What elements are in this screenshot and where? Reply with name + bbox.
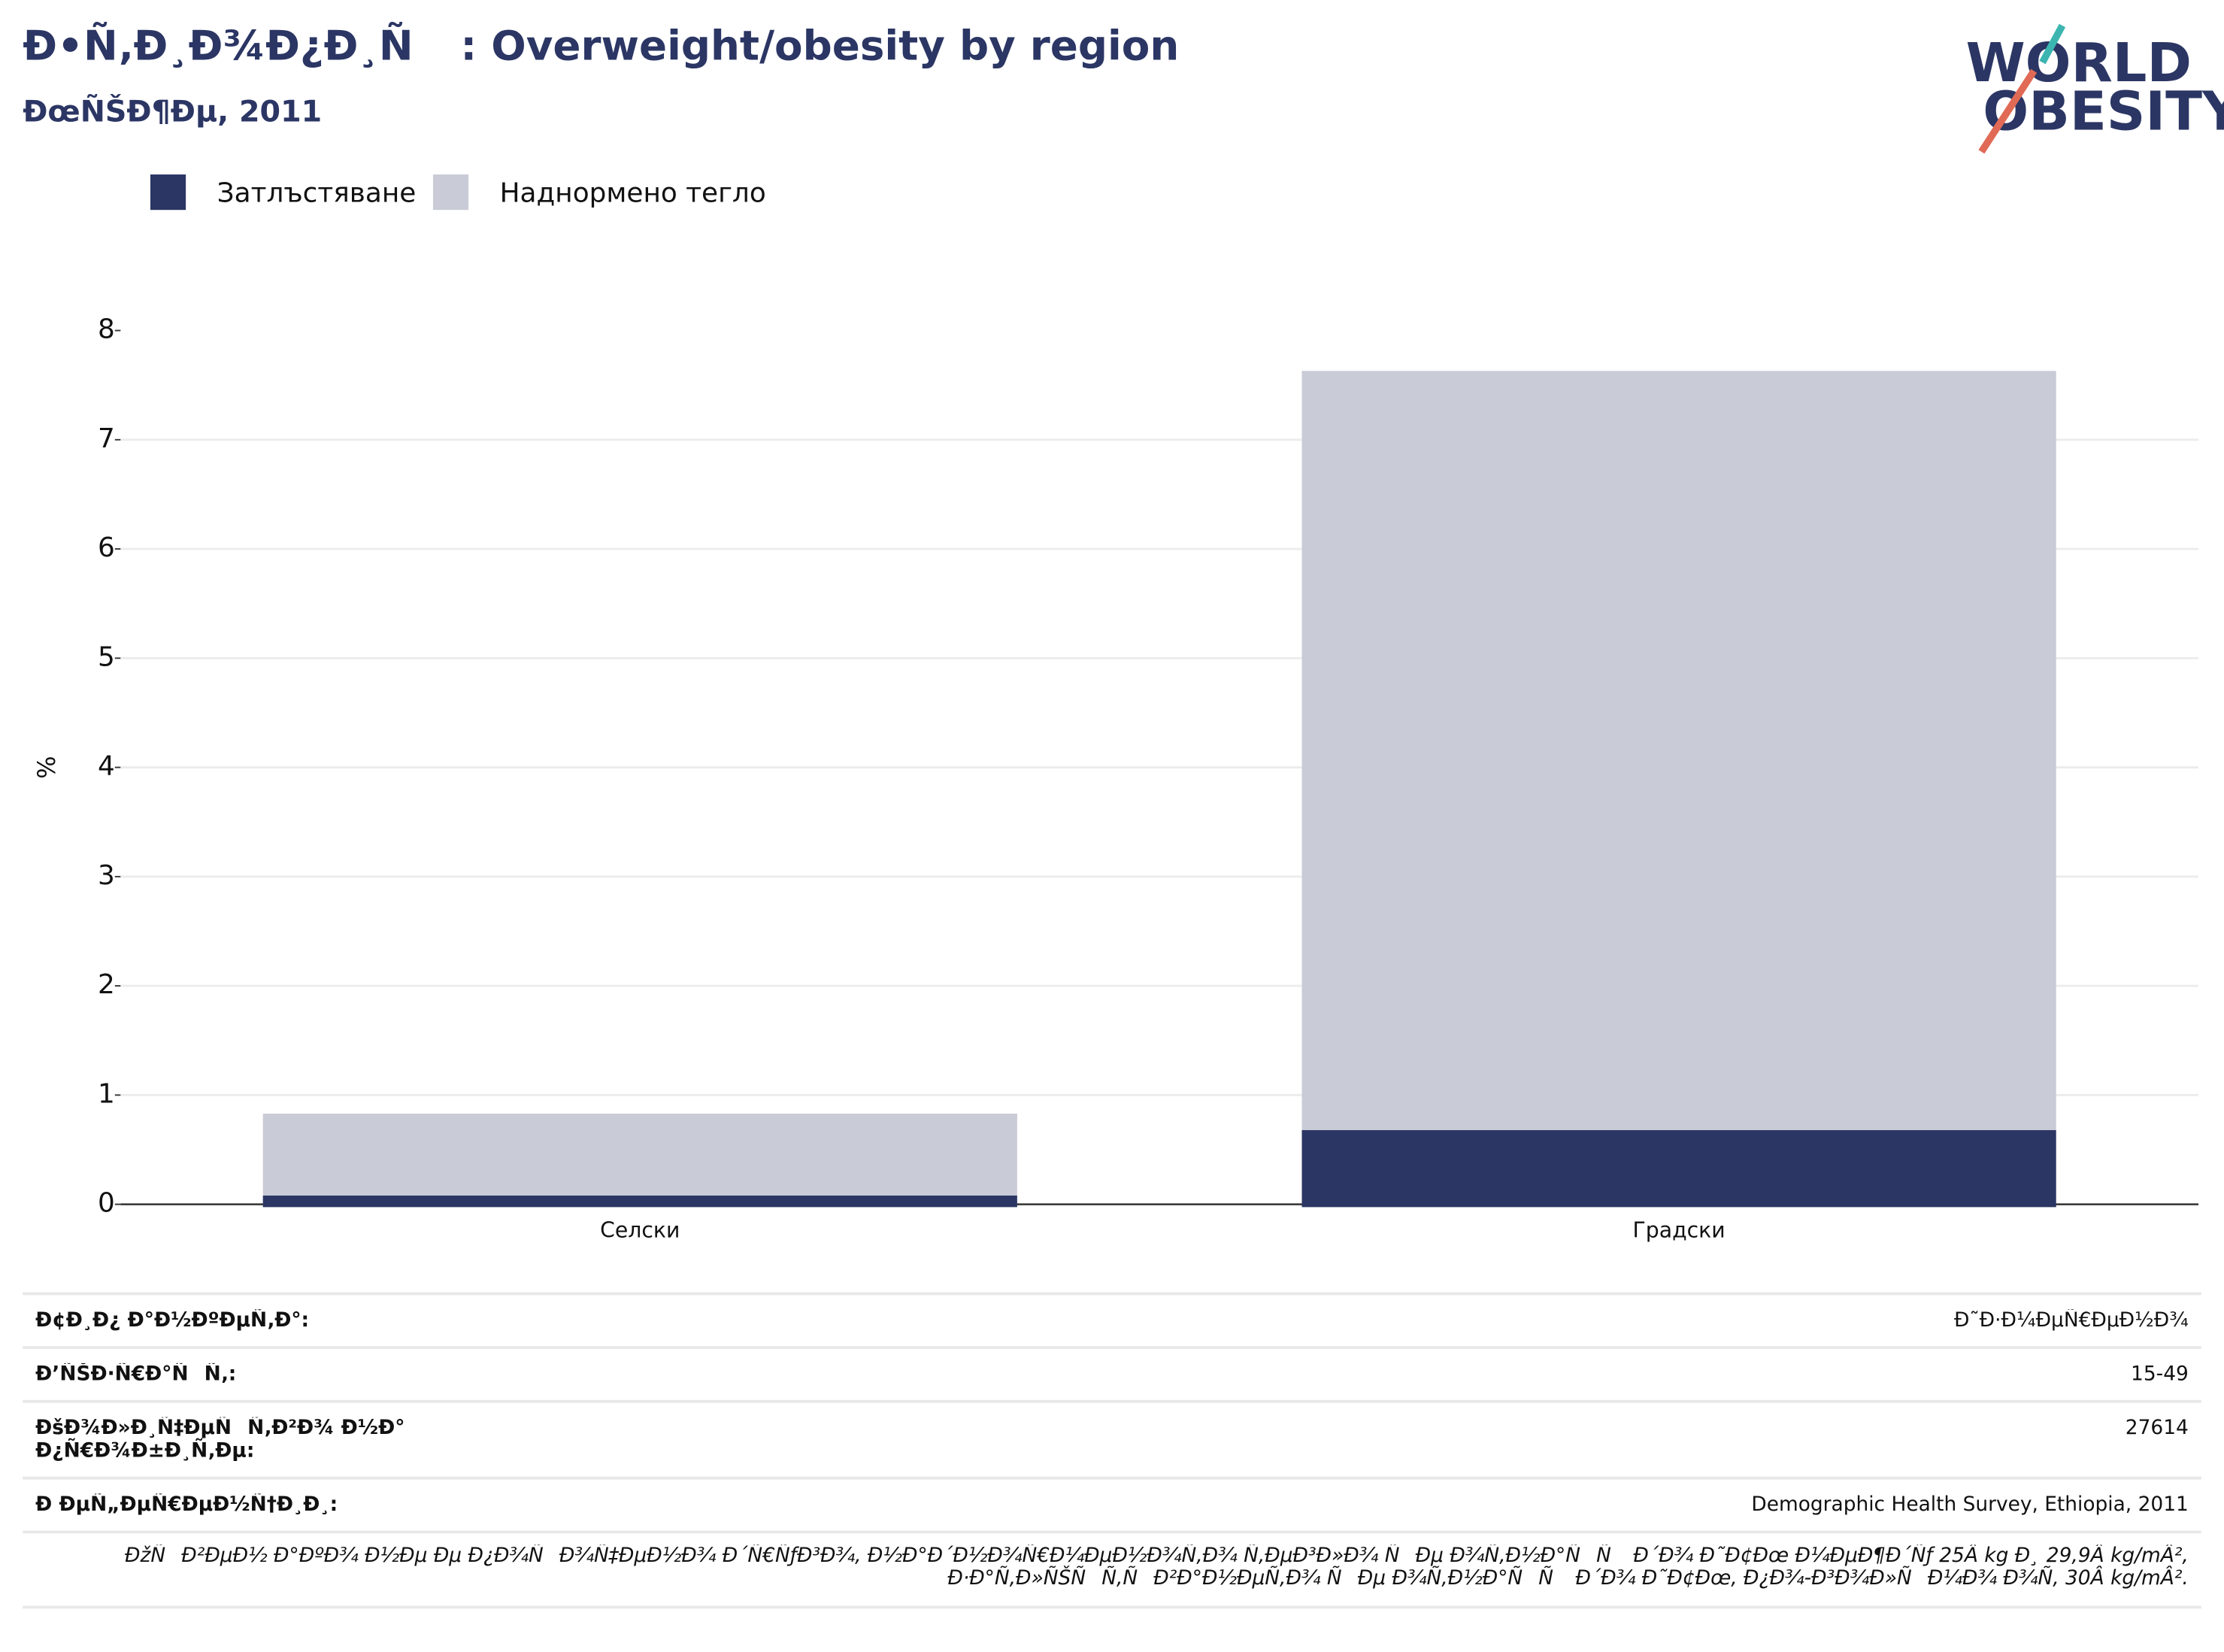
cell-box: Ð ÐµÑ„ÐµÑ€ÐµÐ½Ñ†Ð¸Ð¸: [35,1493,338,1517]
bar-segment [262,1195,1017,1208]
row-value: 15-49 [2131,1363,2189,1387]
row-label: Ð¢Ð¸Ð¿ Ð°Ð½ÐºÐµÑ‚Ð°: [35,1309,310,1332]
y-tick-label: 0 [98,1188,115,1219]
chart-subtitle: ÐœÑŠÐ¶Ðµ, 2011 [23,93,322,129]
row-label: Ð ÐµÑ„ÐµÑ€ÐµÐ½Ñ†Ð¸Ð¸: [35,1493,338,1517]
cell-box: Demographic Health Survey, Ethiopia, 201… [1751,1493,2189,1517]
x-tick-label: Градски [1633,1217,1726,1242]
row-value: 27614 [2125,1417,2189,1440]
legend-swatch [150,174,186,211]
cell-box: Ð¢Ð¸Ð¿ Ð°Ð½ÐºÐµÑ‚Ð°: [35,1309,310,1332]
bar-segment [1301,1129,2056,1208]
footnote: ÐžÑÐ²ÐµÐ½ Ð°ÐºÐ¾ Ð½Ðµ Ðµ Ð¿Ð¾ÑÐ¾Ñ‡ÐµÐ½… [125,1544,2189,1590]
y-tick-label: 8 [98,314,115,345]
row-value: Ð˜Ð·Ð¼ÐµÑ€ÐµÐ½Ð¾ [1953,1309,2189,1332]
logo-slash [2039,23,2066,65]
cell-box: Ð˜Ð·Ð¼ÐµÑ€ÐµÐ½Ð¾ [1953,1309,2189,1332]
legend-label: Затлъстяване [217,177,417,208]
bar-segment [262,1114,1017,1196]
y-tick-label: 6 [98,532,115,563]
y-tick-label: 4 [98,751,115,782]
y-tick-label: 2 [98,969,115,1000]
y-axis-label: % [32,756,61,778]
x-tick-label: Селски [600,1217,680,1242]
chart-title: Ð•Ñ‚Ð¸Ð¾Ð¿Ð¸Ñ : Overweight/obesity by r… [23,21,1179,69]
row-value: Demographic Health Survey, Ethiopia, 201… [1751,1493,2189,1517]
y-tick-label: 7 [98,423,115,454]
y-tick-label: 1 [98,1078,115,1109]
cell-box: 27614 [2125,1417,2189,1440]
logo-text: WORLD [1966,31,2192,94]
row-label: ÐšÐ¾Ð»Ð¸Ñ‡ÐµÑÑ‚Ð²Ð¾ Ð½Ð° Ð¿Ñ€Ð¾Ð±Ð¸Ñ‚Ðµ… [35,1417,405,1463]
cell-box: ÐžÑÐ²ÐµÐ½ Ð°ÐºÐ¾ Ð½Ðµ Ðµ Ð¿Ð¾ÑÐ¾Ñ‡ÐµÐ½… [125,1544,2189,1590]
y-tick-label: 3 [98,860,115,891]
logo-slash [1978,68,2038,154]
legend-label: Наднормено тегло [500,177,766,208]
y-tick-label: 5 [98,641,115,672]
cell-box: Ð’ÑŠÐ·Ñ€Ð°ÑÑ‚: [35,1363,237,1387]
legend-swatch [432,174,469,211]
cell-box: ÐšÐ¾Ð»Ð¸Ñ‡ÐµÑÑ‚Ð²Ð¾ Ð½Ð° Ð¿Ñ€Ð¾Ð±Ð¸Ñ‚Ðµ… [35,1417,405,1463]
cell-box: 15-49 [2131,1363,2189,1387]
row-label: Ð’ÑŠÐ·Ñ€Ð°ÑÑ‚: [35,1363,237,1387]
bar-segment [1301,371,2056,1130]
